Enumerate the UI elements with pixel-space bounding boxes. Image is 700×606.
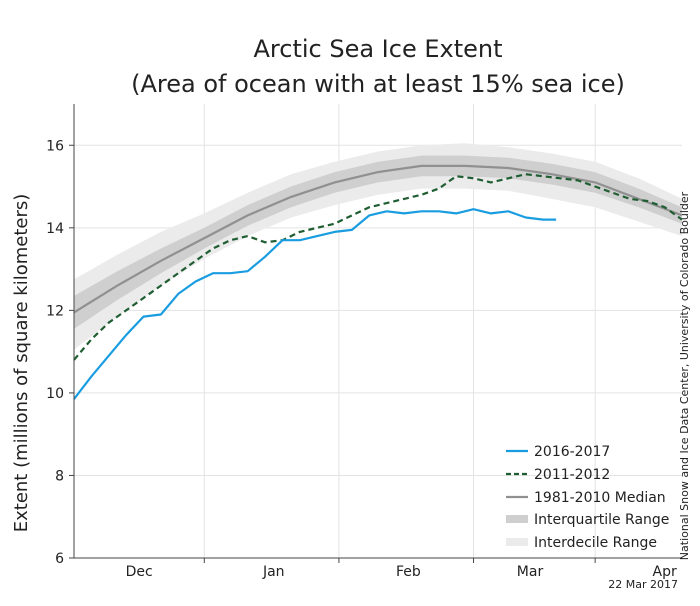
x-tick-label: Apr [653, 564, 677, 580]
y-axis-label: Extent (millions of square kilometers) [11, 194, 32, 533]
y-tick-label: 6 [55, 551, 64, 567]
legend-label-2016-2017: 2016-2017 [534, 444, 610, 460]
legend-label-interquartile: Interquartile Range [534, 512, 669, 528]
credit-text: National Snow and Ice Data Center, Unive… [678, 191, 691, 560]
line-layer [73, 164, 683, 400]
x-tick-label: Dec [126, 564, 153, 580]
y-tick-label: 10 [46, 386, 64, 402]
x-tick-label: Feb [396, 564, 421, 580]
legend: 2016-2017 2011-2012 1981-2010 Median Int… [506, 444, 669, 551]
legend-swatch-interquartile [506, 515, 528, 523]
y-tick-label: 12 [46, 303, 64, 319]
y-tick-label: 8 [55, 468, 64, 484]
band-layer [74, 143, 682, 350]
date-stamp: 22 Mar 2017 [608, 578, 678, 591]
legend-label-median: 1981-2010 Median [534, 490, 666, 506]
chart-title: Arctic Sea Ice Extent [253, 35, 502, 63]
chart-subtitle: (Area of ocean with at least 15% sea ice… [131, 70, 625, 98]
median-line [73, 164, 683, 314]
axis-layer: 6 8 10 12 14 16 Dec Jan Feb Mar Apr [46, 104, 682, 580]
grid-layer [74, 104, 682, 559]
x-tick-label: Mar [517, 564, 544, 580]
series-line-2011-2012 [73, 173, 683, 361]
legend-label-interdecile: Interdecile Range [534, 535, 657, 551]
plot-area: 6 8 10 12 14 16 Dec Jan Feb Mar Apr [46, 104, 683, 580]
legend-label-2011-2012: 2011-2012 [534, 467, 610, 483]
y-tick-label: 16 [46, 138, 64, 154]
y-tick-label: 14 [46, 221, 64, 237]
legend-swatch-interdecile [506, 538, 528, 546]
x-tick-label: Jan [262, 564, 285, 580]
series-line-2016-2017 [73, 208, 557, 400]
